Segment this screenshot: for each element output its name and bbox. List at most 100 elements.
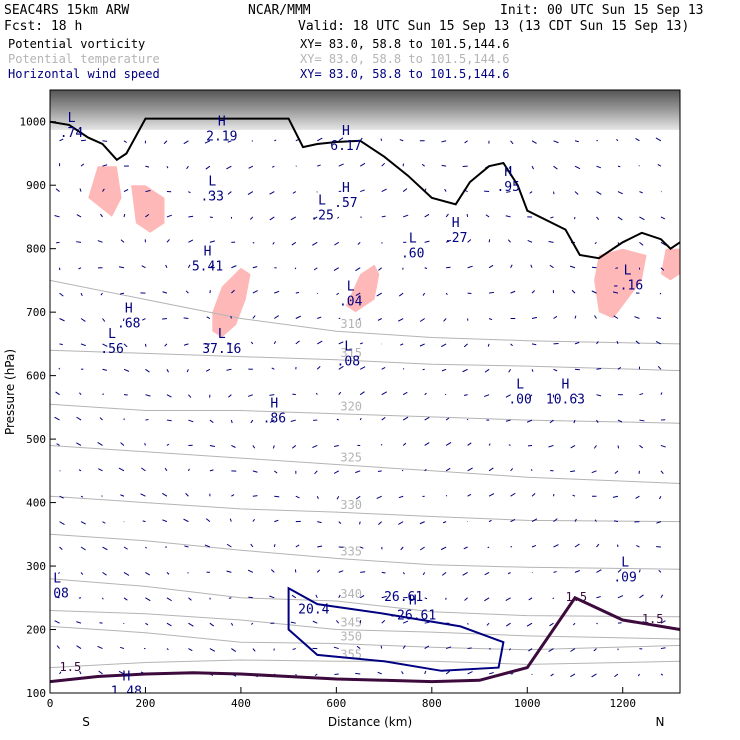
wind-vector-608 (634, 316, 640, 319)
wind-vector-576 (617, 569, 622, 573)
hl-kind-7: L (108, 327, 116, 342)
wind-vector-542 (574, 315, 577, 319)
wind-vector-306 (338, 163, 344, 167)
wind-vector-565 (591, 290, 597, 294)
wind-vector-113 (166, 597, 172, 602)
wind-vector-598 (638, 569, 641, 573)
wind-vector-532 (574, 570, 580, 573)
wind-vector-61 (97, 240, 103, 243)
wind-vector-549 (574, 140, 579, 143)
wind-vector-490 (531, 518, 538, 523)
wind-vector-518 (553, 368, 558, 372)
wind-vector-177 (231, 648, 237, 652)
wind-vector-80 (122, 318, 125, 322)
theta-contour-label-340: 340 (340, 587, 362, 601)
wind-vector-281 (312, 241, 318, 246)
wind-vector-208 (250, 419, 254, 424)
wind-vector-636 (657, 163, 662, 167)
wind-vector-17 (56, 241, 60, 244)
theta-contour-label-310: 310 (340, 317, 362, 331)
wind-vector-558 (591, 470, 597, 474)
wind-vector-341 (381, 391, 387, 396)
wind-vector-225 (273, 544, 276, 548)
wind-vector-499 (531, 290, 535, 294)
wind-vector-256 (295, 315, 301, 319)
theta-contour-label-325: 325 (340, 450, 362, 464)
field-xy-wind: XY= 83.0, 58.8 to 101.5,144.6 (300, 67, 510, 81)
wind-vector-97 (144, 442, 146, 446)
wind-vector-290 (338, 570, 344, 573)
wind-vector-415 (444, 188, 447, 192)
wind-vector-276 (316, 366, 321, 370)
init-time: Init: 00 UTC Sun 15 Sep 13 (500, 3, 704, 18)
wind-vector-85 (123, 189, 129, 193)
wind-vector-580 (614, 470, 619, 474)
wind-vector-496 (531, 369, 534, 372)
wind-vector-530 (572, 622, 576, 626)
wind-vector-625 (660, 444, 666, 448)
hl-kind-14: H (452, 216, 460, 231)
wind-vector-439 (464, 140, 468, 144)
wind-vector-632 (660, 267, 665, 271)
wind-vector-82 (118, 266, 125, 269)
wind-vector-321 (360, 342, 364, 345)
wind-vector-57 (102, 343, 108, 347)
wind-vector-253 (292, 393, 296, 396)
wind-vector-572 (614, 673, 619, 678)
wind-vector-275 (315, 392, 318, 395)
wind-vector-67 (120, 646, 125, 650)
wind-vector-98 (145, 419, 149, 421)
highs-lows-labels: L.08H1.48H-26.61L.09H.86L.00H10.63L.56H.… (50, 111, 643, 693)
wind-vector-148 (187, 264, 191, 268)
wind-vector-470 (510, 468, 514, 472)
wind-vector-19 (55, 188, 60, 192)
wind-vector-547 (574, 191, 579, 195)
y-axis-label: Pressure (hPa) (3, 349, 17, 435)
wind-vector-457 (488, 239, 491, 243)
wind-vector-315 (355, 495, 361, 500)
wind-vector-5 (59, 546, 63, 551)
wind-vector-258 (294, 267, 297, 270)
pv-shaded-region-2 (212, 267, 251, 338)
wind-vector-48 (102, 571, 107, 576)
wind-vector-371 (402, 188, 408, 192)
wind-vector-239 (269, 191, 275, 195)
wind-vector-420 (467, 622, 469, 625)
wind-vector-599 (636, 544, 640, 548)
wind-vector-627 (660, 392, 663, 395)
wind-vector-178 (230, 622, 234, 626)
wind-vector-587 (612, 291, 619, 294)
wind-vector-361 (402, 442, 407, 446)
wind-vector-120 (166, 419, 172, 422)
wind-vector-388 (419, 318, 425, 322)
wind-vector-69 (123, 597, 128, 601)
wind-vector-511 (553, 544, 559, 548)
wind-vector-344 (377, 318, 382, 321)
wind-vector-112 (166, 622, 172, 627)
wind-vector-374 (424, 670, 427, 675)
wind-vector-434 (467, 265, 473, 269)
wind-vector-562 (596, 368, 602, 370)
wind-vector-277 (317, 340, 323, 345)
wind-vector-93 (145, 546, 147, 549)
wind-vector-139 (185, 492, 189, 497)
hl-value-17: .33 (201, 190, 224, 205)
wind-vector-456 (488, 264, 494, 269)
wind-vector-314 (359, 521, 361, 525)
wind-vector-289 (338, 594, 341, 599)
wind-vector-338 (377, 470, 382, 473)
wind-vector-40 (76, 214, 82, 218)
wind-vector-506 (550, 673, 554, 677)
wind-vector-464 (505, 622, 511, 627)
wind-vector-233 (273, 340, 277, 345)
plot-frame (49, 89, 681, 694)
terrain-line (50, 117, 680, 260)
wind-vector-232 (271, 367, 275, 370)
hl-value-16: .25 (310, 209, 333, 224)
wind-vector-360 (401, 469, 404, 472)
wind-vector-401 (440, 546, 447, 551)
wind-vector-229 (272, 445, 275, 449)
hl-value-10: .08 (337, 355, 360, 370)
wind-vector-9 (56, 443, 60, 446)
hl-kind-16: L (318, 194, 326, 209)
